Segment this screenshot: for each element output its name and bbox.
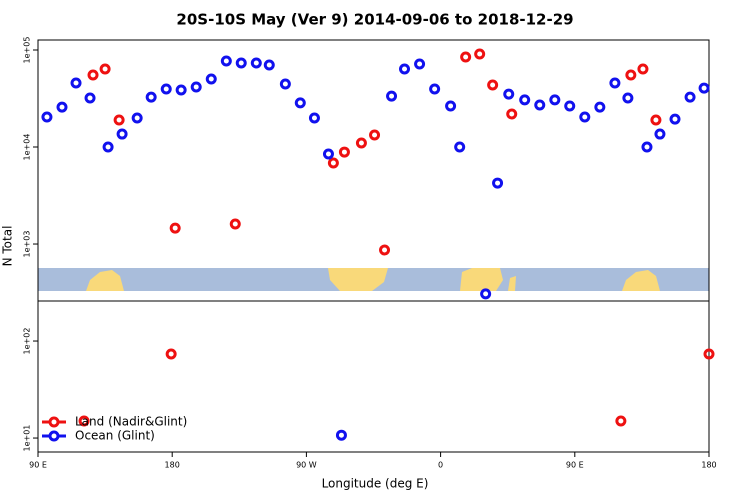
point: [131, 112, 143, 124]
point: [78, 415, 90, 427]
y-tick-label: 1e+02: [23, 328, 32, 355]
y-tick-label: 1e+04: [23, 134, 32, 161]
point: [503, 88, 515, 100]
point: [369, 129, 381, 141]
y-tick-label: 1e+03: [23, 231, 32, 258]
point: [56, 101, 68, 113]
point: [235, 57, 247, 69]
point: [145, 91, 157, 103]
point: [454, 141, 466, 153]
point: [684, 91, 696, 103]
point: [294, 97, 306, 109]
point: [460, 51, 472, 63]
point: [429, 83, 441, 95]
point: [220, 55, 232, 67]
point: [165, 348, 177, 360]
x-tick-label: 90 W: [296, 461, 317, 470]
point: [386, 90, 398, 102]
point: [637, 63, 649, 75]
point: [308, 112, 320, 124]
point: [445, 100, 457, 112]
map-strip: [38, 268, 709, 291]
point: [327, 157, 339, 169]
point: [669, 113, 681, 125]
land: [508, 276, 516, 291]
x-tick-label: 180: [165, 461, 180, 470]
legend-label: Ocean (Glint): [75, 429, 155, 443]
x-tick-label: 0: [438, 461, 443, 470]
point: [190, 81, 202, 93]
point: [87, 69, 99, 81]
point: [175, 84, 187, 96]
y-axis-label: N Total: [1, 226, 15, 267]
point: [279, 78, 291, 90]
land: [622, 270, 660, 291]
point: [480, 288, 492, 300]
plot-frame: [37, 39, 710, 453]
point: [205, 73, 217, 85]
point: [492, 177, 504, 189]
point: [335, 429, 347, 441]
point: [99, 63, 111, 75]
point: [519, 94, 531, 106]
point: [579, 111, 591, 123]
point: [338, 146, 350, 158]
point: [84, 92, 96, 104]
point: [250, 57, 262, 69]
y-tick-label: 1e+01: [23, 425, 32, 452]
point: [622, 92, 634, 104]
point: [487, 79, 499, 91]
point: [641, 141, 653, 153]
point: [625, 69, 637, 81]
chart-title: 20S-10S May (Ver 9) 2014-09-06 to 2018-1…: [176, 11, 573, 29]
land: [460, 268, 503, 291]
legend-label: Land (Nadir&Glint): [75, 415, 187, 429]
legend-marker: [48, 430, 60, 442]
point: [41, 111, 53, 123]
point: [698, 82, 710, 94]
point: [654, 128, 666, 140]
x-tick-label: 90 E: [566, 461, 584, 470]
point: [609, 77, 621, 89]
point: [564, 100, 576, 112]
point: [169, 222, 181, 234]
point: [116, 128, 128, 140]
point: [703, 348, 715, 360]
x-tick-label: 180: [701, 461, 716, 470]
point: [474, 48, 486, 60]
point: [594, 101, 606, 113]
land: [86, 270, 124, 291]
legend-marker: [48, 416, 60, 428]
point: [650, 114, 662, 126]
point: [70, 77, 82, 89]
point: [615, 415, 627, 427]
point: [355, 137, 367, 149]
point: [160, 83, 172, 95]
point: [322, 148, 334, 160]
point: [399, 63, 411, 75]
point: [534, 99, 546, 111]
point: [506, 108, 518, 120]
x-axis-label: Longitude (deg E): [322, 477, 429, 491]
point: [379, 244, 391, 256]
point: [113, 114, 125, 126]
x-tick-label: 90 E: [29, 461, 47, 470]
point: [414, 58, 426, 70]
y-tick-label: 1e+05: [23, 37, 32, 64]
point: [229, 218, 241, 230]
land: [328, 268, 388, 291]
point: [549, 94, 561, 106]
point: [263, 59, 275, 71]
point: [102, 141, 114, 153]
